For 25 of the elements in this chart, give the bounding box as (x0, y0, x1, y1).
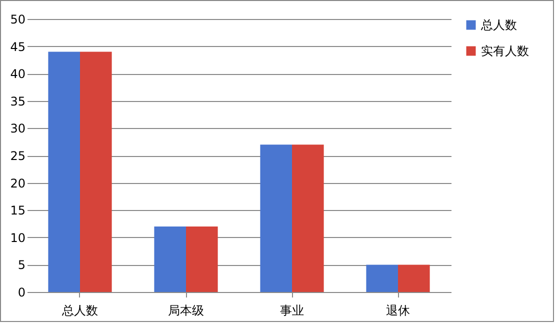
x-tick-label: 事业 (280, 304, 304, 318)
x-tick-label: 退休 (386, 304, 410, 318)
bar (292, 144, 324, 292)
x-tick-label: 总人数 (61, 304, 98, 318)
bar (398, 264, 430, 292)
legend-label: 实有人数 (481, 44, 529, 58)
x-tick-label: 局本级 (168, 304, 204, 318)
y-tick-label: 20 (10, 176, 26, 190)
y-tick-label: 40 (10, 67, 26, 82)
y-tick-label: 25 (10, 149, 26, 163)
y-tick-label: 5 (18, 258, 26, 272)
bar (48, 52, 80, 292)
bar (260, 144, 292, 292)
bar (80, 52, 112, 292)
y-tick-label: 0 (18, 286, 26, 300)
y-tick-label: 30 (10, 122, 26, 136)
legend-label: 总人数 (480, 18, 517, 32)
bar (186, 226, 218, 292)
y-tick-label: 15 (10, 204, 26, 218)
y-tick-label: 10 (10, 230, 26, 245)
y-tick-label: 45 (10, 40, 26, 54)
y-tick-label: 50 (10, 12, 26, 26)
bar (154, 226, 186, 292)
bar (366, 264, 398, 292)
y-tick-label: 35 (10, 94, 26, 108)
